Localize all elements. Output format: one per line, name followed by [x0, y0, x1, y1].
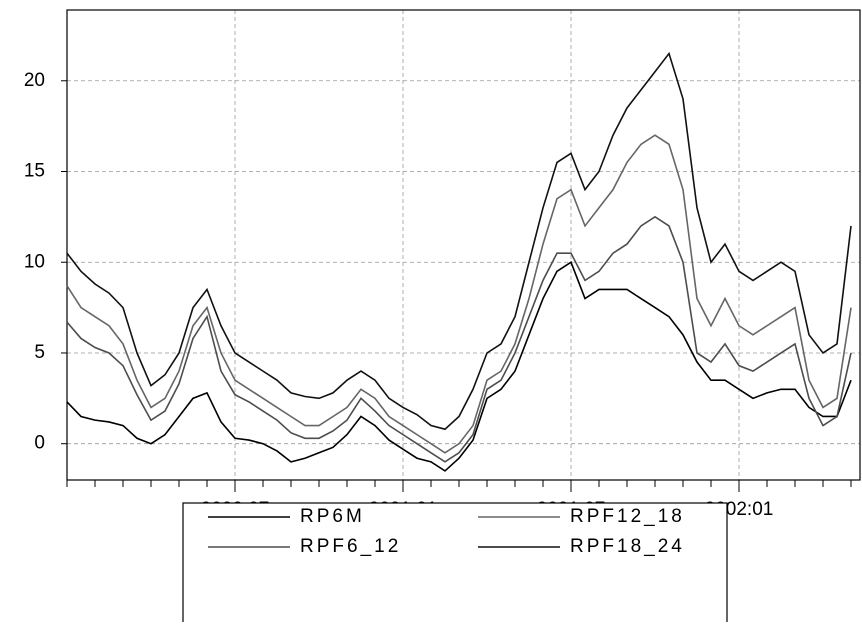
plot-frame — [66, 9, 861, 481]
series-line — [66, 51, 852, 431]
y-tick-label: 0 — [34, 433, 45, 454]
y-tick-label: 10 — [24, 251, 45, 272]
legend-label: RPF12_18 — [570, 506, 685, 527]
legend-label: RP6M — [300, 506, 365, 527]
series-line — [66, 261, 852, 472]
series-line — [66, 215, 852, 463]
y-tick-label: 15 — [24, 161, 45, 182]
legend-box — [182, 502, 728, 627]
legend-label: RPF18_24 — [570, 536, 685, 557]
legend-label: RPF6_12 — [300, 536, 401, 557]
plot-area: 051015202000:072001:012001:072002:01 — [24, 9, 861, 520]
legend: RP6M RPF12_18 RPF6_12 RPF18_24 — [182, 502, 728, 627]
y-tick-label: 20 — [24, 70, 45, 91]
y-tick-label: 5 — [34, 342, 45, 363]
series-line — [66, 134, 852, 454]
